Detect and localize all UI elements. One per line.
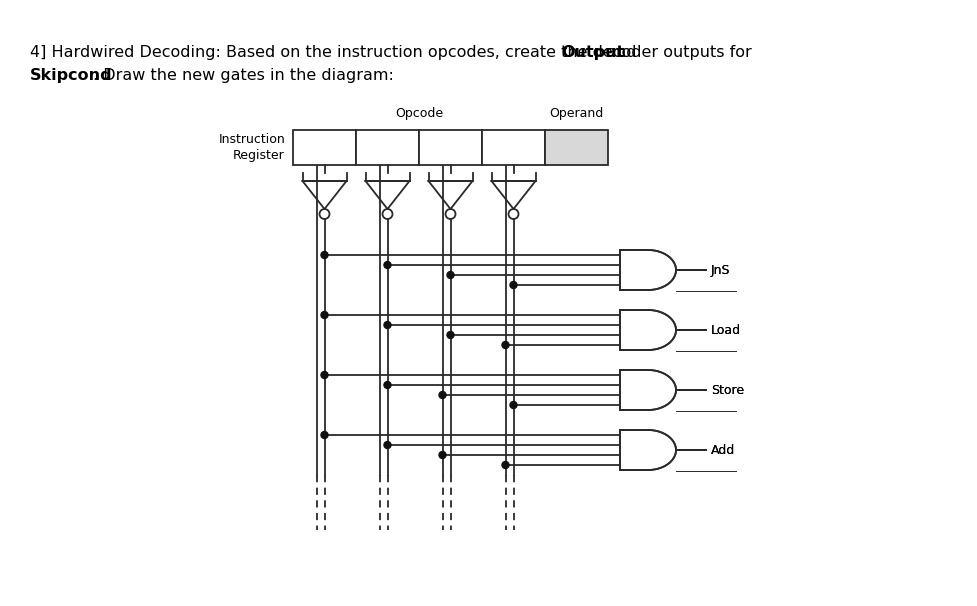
Circle shape [384, 442, 391, 448]
Text: Skipcond: Skipcond [30, 68, 112, 83]
Bar [356, 130, 418, 165]
Polygon shape [619, 250, 675, 290]
Bar [544, 130, 608, 165]
Circle shape [501, 462, 508, 468]
Polygon shape [619, 250, 675, 290]
Circle shape [384, 262, 391, 268]
Text: Operand: Operand [549, 107, 603, 120]
Polygon shape [619, 310, 675, 350]
Circle shape [320, 311, 327, 319]
Bar [418, 130, 482, 165]
Circle shape [439, 451, 446, 459]
Circle shape [384, 382, 391, 388]
Polygon shape [619, 370, 675, 410]
Polygon shape [619, 310, 675, 350]
Circle shape [439, 391, 446, 399]
Text: Store: Store [710, 384, 743, 396]
Text: and: and [601, 45, 636, 60]
Circle shape [509, 402, 517, 408]
Circle shape [320, 371, 327, 379]
Text: JnS: JnS [710, 264, 730, 276]
Text: . Draw the new gates in the diagram:: . Draw the new gates in the diagram: [93, 68, 394, 83]
Text: 4] Hardwired Decoding: Based on the instruction opcodes, create the decoder outp: 4] Hardwired Decoding: Based on the inst… [30, 45, 756, 60]
Circle shape [446, 331, 453, 339]
Polygon shape [619, 370, 675, 410]
Bar [293, 130, 356, 165]
Circle shape [509, 282, 517, 288]
Text: Add: Add [710, 444, 735, 456]
Text: Output: Output [561, 45, 623, 60]
Text: Store: Store [710, 384, 743, 396]
Text: Opcode: Opcode [395, 107, 443, 120]
Text: Load: Load [710, 324, 741, 336]
Circle shape [384, 322, 391, 328]
Circle shape [320, 431, 327, 439]
Text: Load: Load [710, 324, 741, 336]
Text: Instruction
Register: Instruction Register [218, 133, 284, 162]
Text: JnS: JnS [710, 264, 730, 276]
Polygon shape [619, 430, 675, 470]
Circle shape [446, 271, 453, 279]
Text: Add: Add [710, 444, 735, 456]
Circle shape [320, 251, 327, 259]
Polygon shape [619, 430, 675, 470]
Circle shape [501, 342, 508, 348]
Bar [482, 130, 544, 165]
